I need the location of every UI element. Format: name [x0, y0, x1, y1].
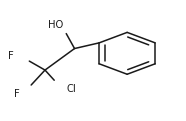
Text: Cl: Cl [66, 84, 76, 94]
Text: F: F [15, 89, 20, 99]
Text: HO: HO [48, 20, 63, 30]
Text: F: F [8, 51, 14, 61]
